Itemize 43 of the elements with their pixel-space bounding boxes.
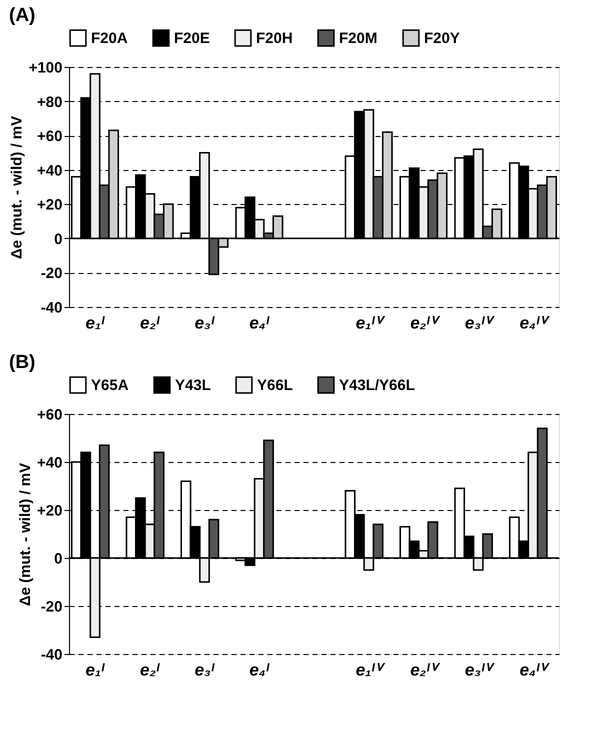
x-tick-label: e₁ᴵⱽ	[356, 314, 386, 332]
y-tick-label: 0	[54, 550, 62, 568]
x-tick-label: e₃ᴵ	[194, 314, 215, 332]
y-tick-label: +80	[37, 94, 62, 111]
x-tick-label: e₂ᴵⱽ	[410, 314, 441, 332]
x-tick-label: e₁ᴵ	[85, 314, 105, 332]
y-tick-label: +60	[37, 128, 62, 146]
legend-label: F20A	[91, 30, 128, 48]
y-tick-label: +40	[37, 162, 62, 180]
y-tick-label: +40	[37, 454, 62, 472]
y-tick-label: +60	[37, 406, 62, 424]
x-tick-label: e₁ᴵⱽ	[356, 660, 386, 680]
y-tick-label: -20	[40, 265, 62, 282]
legend-label: Y65A	[91, 377, 129, 394]
y-tick-label: -40	[40, 646, 62, 664]
legend-label: F20M	[339, 30, 378, 48]
legend-label: Y66L	[257, 377, 293, 394]
x-tick-label: e₁ᴵ	[85, 660, 105, 680]
x-tick-label: e₄ᴵⱽ	[520, 660, 550, 680]
x-tick-label: e₃ᴵ	[194, 660, 215, 680]
y-tick-label: -40	[40, 300, 62, 316]
x-tick-label: e₃ᴵⱽ	[464, 314, 496, 332]
chart-title: (A)	[9, 5, 36, 26]
x-tick-label: e₂ᴵⱽ	[410, 660, 441, 680]
x-tick-label: e₄ᴵ	[249, 660, 270, 680]
x-tick-label: e₃ᴵⱽ	[464, 660, 496, 680]
chart-title: (B)	[9, 352, 36, 373]
legend-label: Y43L	[175, 377, 211, 394]
legend-label: F20H	[256, 30, 293, 48]
y-tick-label: +20	[37, 196, 62, 214]
x-tick-label: e₂ᴵ	[140, 660, 160, 680]
x-tick-label: e₂ᴵ	[140, 314, 160, 332]
y-tick-label: +100	[28, 60, 62, 76]
y-axis-title: Δe (mut. - wild) / mV	[8, 116, 26, 260]
legend-label: Y43L/Y66L	[339, 377, 415, 394]
x-tick-label: e₄ᴵⱽ	[520, 314, 550, 332]
x-tick-label: e₄ᴵ	[249, 314, 270, 332]
legend-label: F20E	[174, 30, 210, 48]
y-tick-label: +20	[37, 502, 62, 520]
y-axis-title: Δe (mut. - wild) / mV	[17, 462, 34, 606]
legend-label: F20Y	[424, 30, 460, 48]
y-tick-label: -20	[40, 598, 62, 616]
y-tick-label: 0	[54, 230, 62, 248]
